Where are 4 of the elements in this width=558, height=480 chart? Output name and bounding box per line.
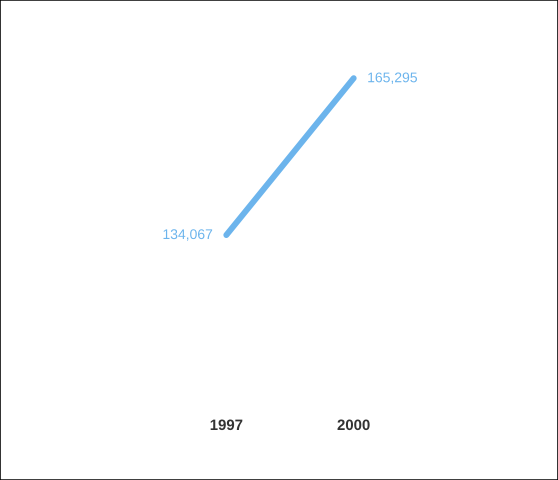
x-tick-label: 1997 <box>210 420 242 430</box>
x-tick-label: 2000 <box>338 420 370 430</box>
data-label: 134,067 <box>163 229 212 241</box>
data-label: 165,295 <box>368 72 417 84</box>
